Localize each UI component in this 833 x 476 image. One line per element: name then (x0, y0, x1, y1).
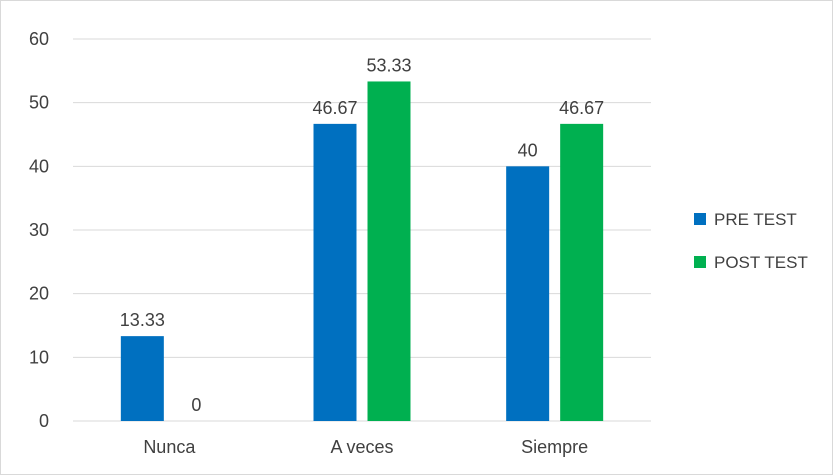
data-label: 46.67 (312, 98, 357, 118)
gridlines (73, 38, 651, 422)
bar-post-test-siempre (560, 123, 604, 421)
data-labels: 13.33 0 46.67 53.33 40 46.67 (120, 55, 604, 415)
x-tick-label: Siempre (521, 437, 588, 457)
x-tick-label: Nunca (143, 437, 196, 457)
data-label: 46.67 (559, 98, 604, 118)
data-label: 40 (518, 140, 538, 160)
legend-swatch (694, 213, 706, 225)
y-tick-label: 20 (29, 284, 49, 304)
y-tick-label: 30 (29, 220, 49, 240)
x-axis-ticks: Nunca A veces Siempre (143, 437, 588, 457)
y-tick-label: 50 (29, 93, 49, 113)
y-tick-label: 0 (39, 411, 49, 431)
data-label: 0 (191, 395, 201, 415)
legend-swatch (694, 256, 706, 268)
y-axis-ticks: 0 10 20 30 40 50 60 (29, 29, 49, 431)
legend-label: PRE TEST (714, 210, 797, 229)
bar-pre-test-siempre (506, 166, 550, 421)
y-tick-label: 40 (29, 156, 49, 176)
bar-pre-test-a-veces (313, 123, 357, 421)
data-label: 53.33 (366, 55, 411, 75)
data-label: 13.33 (120, 310, 165, 330)
y-tick-label: 10 (29, 347, 49, 367)
bar-pre-test-nunca (120, 336, 164, 421)
bar-post-test-a-veces (367, 81, 411, 421)
y-tick-label: 60 (29, 29, 49, 49)
legend: PRE TEST POST TEST (694, 210, 808, 272)
bars (120, 81, 604, 421)
x-tick-label: A veces (330, 437, 393, 457)
legend-label: POST TEST (714, 253, 808, 272)
